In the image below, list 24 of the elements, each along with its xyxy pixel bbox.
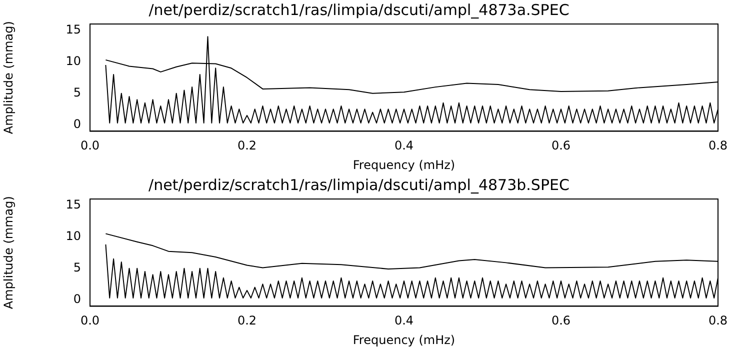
- x-tick-label: 0.4: [394, 314, 414, 328]
- x-tick-label: 0.2: [237, 314, 257, 328]
- y-tick-label: 10: [66, 54, 81, 68]
- x-tick-label: 0.0: [80, 138, 100, 153]
- y-tick-label: 5: [73, 260, 81, 274]
- y-tick-label: 15: [66, 197, 81, 212]
- y-tick-label: 15: [66, 22, 81, 36]
- chart-title: /net/perdiz/scratch1/ras/limpia/dscuti/ampl_4873a.SPEC: [148, 0, 570, 19]
- x-tick-label: 0.4: [394, 138, 414, 153]
- y-axis-title: Amplitude (mmag): [1, 21, 16, 134]
- y-tick-label: 10: [66, 228, 81, 243]
- y-tick-label: 0: [73, 117, 81, 132]
- x-tick-label: 0.2: [237, 138, 257, 153]
- x-tick-label: 0.6: [551, 314, 571, 328]
- x-tick-label: 0.6: [551, 138, 571, 153]
- x-tick-label: 0.8: [708, 314, 728, 328]
- y-tick-label: 0: [73, 292, 81, 306]
- y-tick-label: 5: [73, 85, 81, 100]
- chart-title: /net/perdiz/scratch1/ras/limpia/dscuti/ampl_4873b.SPEC: [148, 176, 570, 194]
- y-axis-title: Amplitude (mmag): [1, 196, 16, 310]
- x-axis-title: Frequency (mHz): [352, 158, 456, 172]
- x-tick-label: 0.8: [708, 138, 728, 153]
- x-tick-label: 0.0: [80, 314, 100, 328]
- x-axis-title: Frequency (mHz): [352, 332, 456, 347]
